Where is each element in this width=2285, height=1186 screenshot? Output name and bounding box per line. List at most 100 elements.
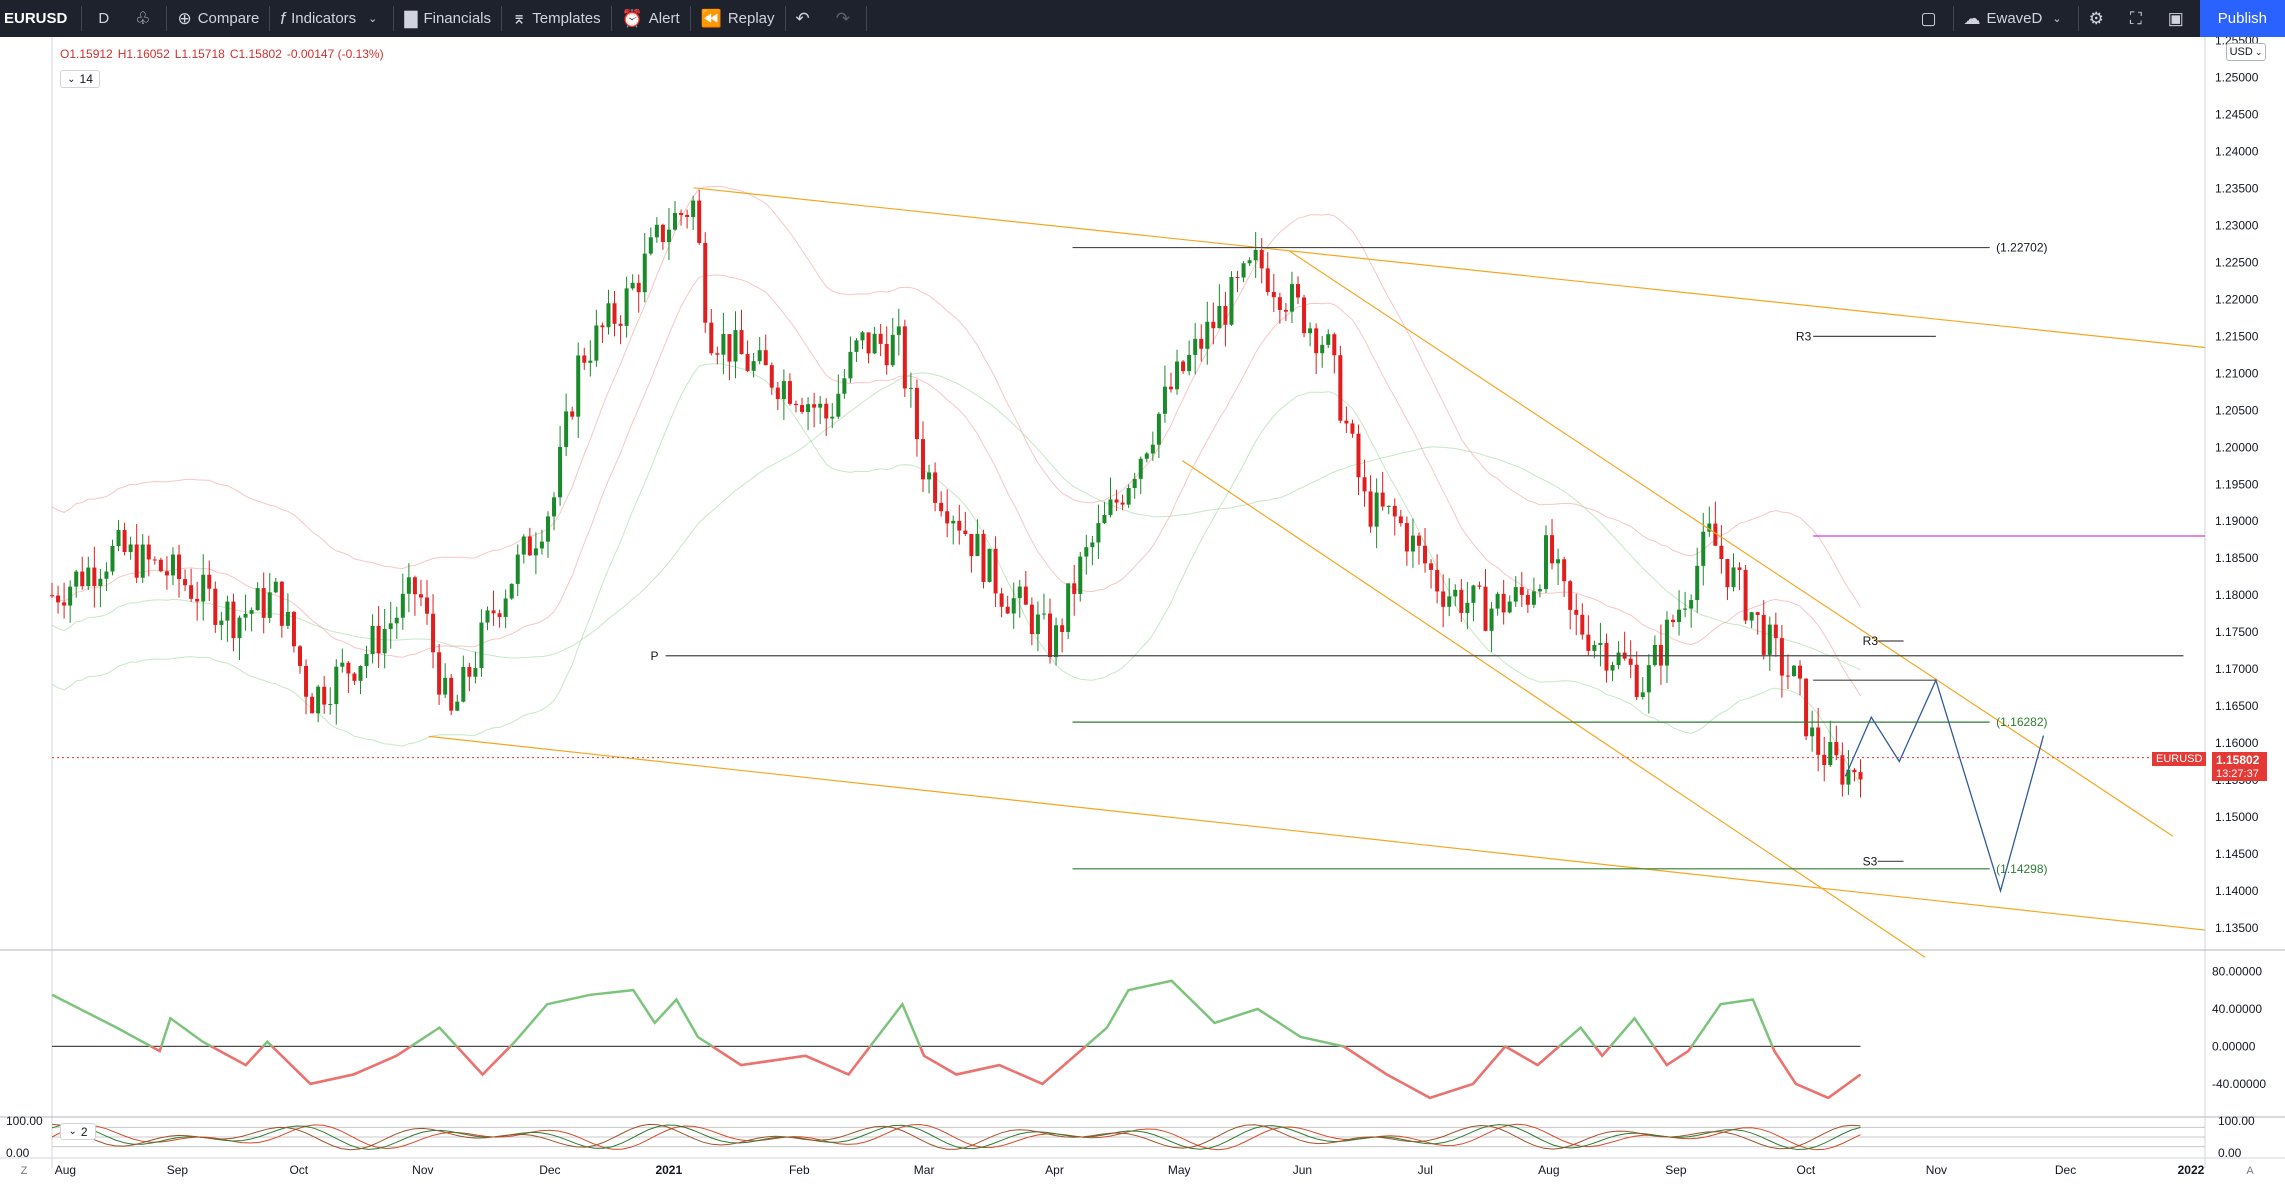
candle-body — [285, 611, 290, 626]
candle-body — [1785, 675, 1790, 677]
candle-body — [1858, 772, 1863, 780]
drawings[interactable]: (1.22702) (1.16282) (1.14298) R3 R3 P S3 — [52, 187, 2206, 958]
indicator-bands — [51, 185, 1861, 786]
candle-body — [1489, 608, 1494, 631]
candle-body — [86, 567, 91, 587]
undo-button[interactable]: ↶ — [786, 0, 826, 37]
candle-body — [328, 704, 333, 706]
candle-body — [521, 536, 526, 555]
legend-close: C1.15802 — [229, 47, 282, 61]
alert-button[interactable]: ⏰ Alert — [612, 0, 690, 37]
candle-body — [1828, 742, 1833, 766]
time-tick-label: Sep — [1665, 1163, 1687, 1177]
candle-body — [1217, 305, 1222, 329]
indicator-toggle[interactable]: ⌄ 14 — [60, 70, 100, 88]
compare-button[interactable]: ⊕ Compare — [167, 0, 269, 37]
replay-button[interactable]: ⏪ Replay — [691, 0, 785, 37]
candle-body — [1035, 614, 1040, 635]
candle-body — [1773, 624, 1778, 639]
currency-selector[interactable]: USD ⌄ — [2226, 43, 2266, 61]
inner-channel-lower — [1181, 460, 1926, 958]
layout-select-button[interactable]: ▢ — [1910, 0, 1952, 37]
templates-button[interactable]: ⌆ Templates — [502, 0, 611, 37]
candle-body — [388, 623, 393, 630]
osc-tick-label: -40.00000 — [2212, 1077, 2266, 1091]
candle-body — [1471, 585, 1476, 603]
symbol-search[interactable]: EURUSD — [4, 10, 68, 27]
financials-button[interactable]: ▇ Financials — [394, 0, 501, 37]
candle-body — [412, 577, 417, 595]
candle-body — [449, 677, 454, 711]
time-tick-label: Dec — [539, 1163, 560, 1177]
candle-body — [715, 353, 720, 355]
candle-body — [1798, 665, 1803, 679]
candle-body — [400, 593, 405, 618]
candle-body — [564, 411, 569, 447]
candle-body — [1175, 361, 1180, 390]
candle-body — [539, 541, 544, 549]
candle-body — [1380, 492, 1385, 507]
time-tick-label: Aug — [1538, 1163, 1559, 1177]
candle-body — [860, 332, 865, 341]
candle-body — [158, 559, 163, 572]
candle-body — [1628, 658, 1633, 665]
square-icon: ▢ — [1920, 8, 1937, 28]
zoom-button[interactable]: Z — [20, 1165, 28, 1177]
candle-body — [1834, 742, 1839, 756]
candle-body — [98, 578, 103, 587]
price-tick-label: 1.17000 — [2215, 662, 2259, 676]
candle-body — [781, 381, 786, 400]
time-tick-label: Nov — [1926, 1163, 1947, 1177]
candle-body — [1519, 587, 1524, 595]
candle-body — [382, 629, 387, 654]
chevron-down-icon: ⌄ — [2052, 13, 2062, 25]
interval-button[interactable]: D — [82, 0, 125, 37]
candle-body — [866, 332, 871, 354]
chart-style-button[interactable]: ♧ — [125, 0, 166, 37]
candle-body — [1501, 593, 1506, 613]
ohlc-legend: O1.15912 H1.16052 L1.15718 C1.15802 -0.00147… — [60, 47, 389, 61]
candle-body — [1616, 652, 1621, 666]
candle-body — [1138, 458, 1143, 479]
long-ma — [51, 372, 1861, 671]
stoch-tick-label: 100.00 — [2218, 1114, 2255, 1128]
candle-body — [1779, 638, 1784, 676]
price-tick-label: 1.17500 — [2215, 625, 2259, 639]
candle-body — [1646, 665, 1651, 693]
price-tick-label: 1.16500 — [2215, 699, 2259, 713]
snapshot-button[interactable]: ▣ — [2158, 0, 2200, 37]
candle-body — [558, 446, 563, 498]
publish-button[interactable]: Publish — [2199, 0, 2285, 37]
layout-name-button[interactable]: ☁ EwaveD ⌄ — [1954, 0, 2078, 37]
indicators-button[interactable]: f Indicators ⌄ — [270, 0, 393, 37]
candle-body — [800, 405, 805, 412]
candle-body — [993, 548, 998, 594]
candle-body — [1531, 591, 1536, 605]
candle-body — [322, 686, 327, 705]
candle-body — [1241, 263, 1246, 278]
candle-body — [213, 588, 218, 625]
candle-body — [975, 533, 980, 557]
candle-body — [854, 340, 859, 352]
templates-label: Templates — [532, 10, 601, 27]
candle-body — [721, 334, 726, 355]
fullscreen-button[interactable]: ⛶ — [2120, 0, 2158, 37]
panel-borders — [0, 37, 2285, 1168]
candle-body — [806, 404, 811, 412]
redo-button[interactable]: ↷ — [826, 0, 866, 37]
candle-body — [443, 677, 448, 695]
time-tick-label: Oct — [1797, 1163, 1816, 1177]
candle-body — [1453, 589, 1458, 597]
stoch-indicator-toggle[interactable]: ⌄ 2 — [60, 1123, 96, 1140]
candle-body — [310, 696, 315, 714]
settings-button[interactable]: ⚙ — [2079, 0, 2120, 37]
candle-body — [1277, 297, 1282, 310]
candle-body — [1041, 613, 1046, 615]
candle-body — [1719, 545, 1724, 560]
candle-body — [1072, 583, 1077, 594]
candle-body — [1096, 523, 1101, 543]
auto-scale-button[interactable]: A — [2246, 1165, 2254, 1177]
candle-body — [939, 502, 944, 512]
candle-body — [1477, 585, 1482, 587]
chart-canvas[interactable]: (1.22702) (1.16282) (1.14298) R3 R3 P S3 1.255… — [0, 37, 2285, 1186]
